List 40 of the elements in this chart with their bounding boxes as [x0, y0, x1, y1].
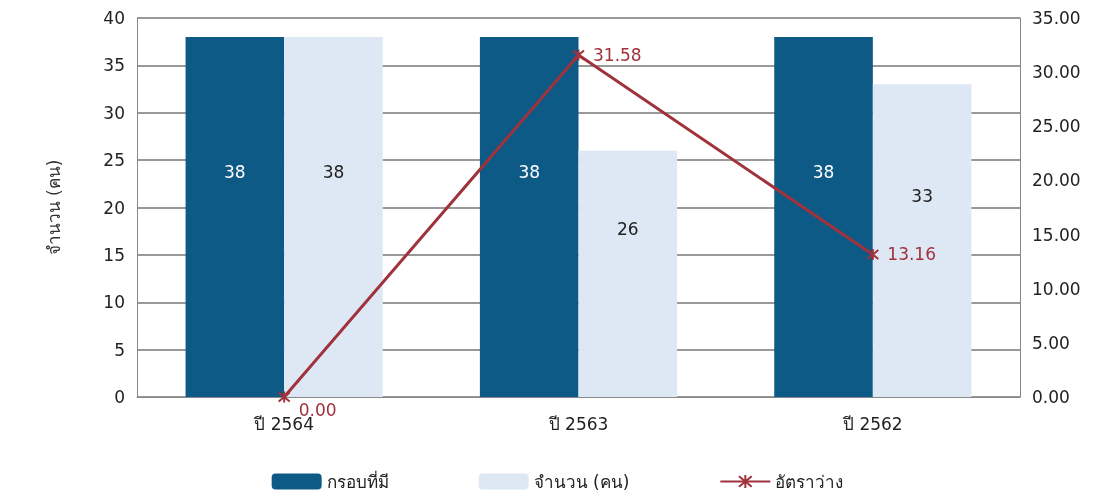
x-tick-label: ปี 2562 [842, 413, 903, 434]
y-tick-label: 10 [103, 292, 125, 313]
y-tick-label: 35 [103, 55, 125, 76]
y2-tick-label: 5.00 [1032, 332, 1070, 353]
data-label: 13.16 [887, 244, 937, 265]
data-label: 26 [616, 218, 639, 239]
y2-tick-label: 20.00 [1032, 170, 1081, 191]
data-label: 38 [224, 161, 246, 182]
legend-label: อัตราว่าง [775, 471, 844, 492]
y-tick-label: 15 [103, 244, 125, 265]
point [866, 248, 880, 261]
x-tick-label: ปี 2563 [547, 413, 609, 434]
y2-tick-label: 25.00 [1032, 116, 1081, 137]
legend-label: กรอบที่มี [326, 469, 389, 492]
y-tick-label: 20 [103, 197, 125, 218]
y-tick-label: 30 [103, 102, 125, 123]
y-axis-title: จำนวน (คน) [43, 159, 64, 256]
y2-tick-label: 30.00 [1032, 62, 1081, 83]
point [572, 48, 585, 62]
y2-tick-label: 10.00 [1032, 278, 1081, 299]
y-tick-label: 0 [114, 387, 125, 407]
data-label: 33 [911, 185, 933, 206]
data-label: 38 [322, 161, 345, 182]
bar [872, 84, 972, 397]
y-tick-label: 25 [103, 150, 125, 171]
data-label: 38 [812, 161, 835, 182]
bar [774, 36, 873, 397]
y2-tick-label: 15.00 [1032, 224, 1081, 245]
data-label: 31.58 [593, 45, 642, 66]
bar [479, 36, 579, 397]
y-tick-label: 40 [103, 8, 125, 28]
legend-label: จำนวน (คน) [533, 471, 630, 492]
bar [185, 36, 285, 397]
y2-tick-label: 35.00 [1032, 8, 1081, 28]
bar [578, 150, 678, 397]
y-tick-label: 5 [114, 339, 125, 360]
data-label: 38 [518, 161, 541, 182]
y2-tick-label: 0.00 [1032, 387, 1070, 407]
point [277, 390, 291, 404]
bar [284, 36, 383, 397]
